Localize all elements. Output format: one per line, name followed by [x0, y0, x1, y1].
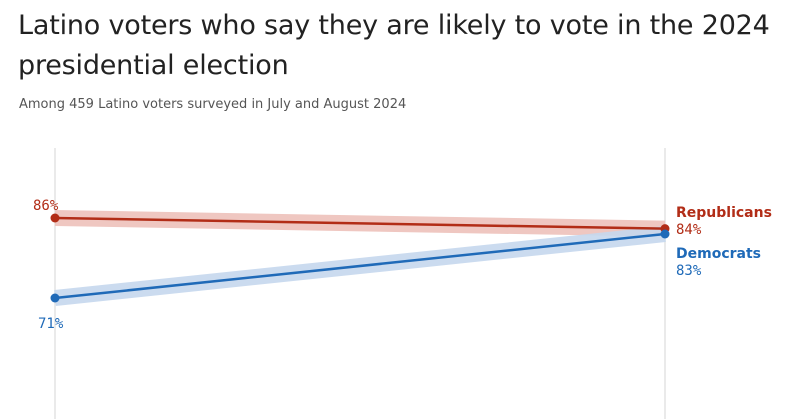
- republicans-series-name: Republicans: [676, 205, 772, 221]
- republicans-start-label: 86%: [33, 198, 59, 214]
- republicans-start-point: [50, 213, 60, 223]
- democrats-start-label: 71%: [38, 316, 64, 332]
- republicans-end-label: 84%: [676, 222, 702, 238]
- chart-subtitle: Among 459 Latino voters surveyed in July…: [19, 97, 407, 112]
- democrats-series-name: Democrats: [676, 246, 761, 262]
- vertical-guides: [54, 148, 666, 419]
- democrats-line: [54, 232, 666, 300]
- democrats-end-label: 83%: [676, 263, 702, 279]
- republicans-line: [54, 216, 666, 230]
- chart-title: Latino voters who say they are likely to…: [18, 10, 770, 81]
- democrats-end-point: [660, 229, 670, 239]
- democrats-start-point: [50, 293, 60, 303]
